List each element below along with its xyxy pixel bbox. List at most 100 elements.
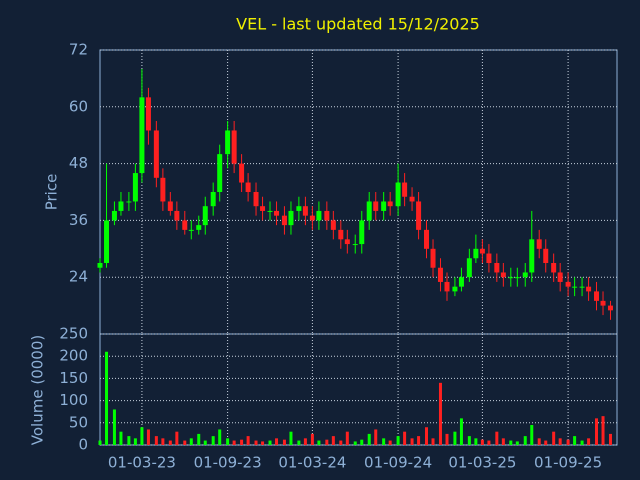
candle-body [366,201,372,221]
volume-bar [353,441,357,445]
volume-bar [558,438,562,445]
candle-body [174,210,180,221]
price-axis-label: Price [43,174,61,211]
candle-body [188,229,194,231]
volume-bar [140,427,144,445]
volume-bar [246,436,250,445]
candle-body [572,286,578,288]
volume-bar [367,433,371,445]
volume-tick-label: 200 [59,347,88,365]
volume-bar [459,418,463,445]
candle-body [344,239,350,245]
candle-body [145,97,151,131]
volume-bar [127,436,131,445]
volume-bar [310,433,314,445]
candle-body [536,239,542,249]
candle-body [586,286,592,292]
candle-body [288,210,294,226]
candle-body [281,215,287,226]
candle-body [607,305,613,311]
candle-body [231,130,237,164]
candle-body [253,192,259,207]
volume-bar [133,438,137,445]
candle-body [416,201,422,230]
x-tick-label: 01-03-25 [448,454,516,472]
candle-body [324,210,330,221]
candle-body [153,130,159,178]
candle-body [139,97,145,174]
volume-axis-label: Volume (0000) [29,335,47,445]
volume-bar [105,351,109,445]
volume-bar [240,439,244,445]
candle-body [565,281,571,287]
candle-body [437,267,443,282]
volume-bar [168,440,172,445]
price-tick-label: 36 [69,211,88,229]
candle-body [309,215,315,221]
volume-bar [218,429,222,445]
x-tick-label: 01-09-24 [364,454,432,472]
candle-body [239,163,245,183]
candle-body [302,206,308,216]
volume-bar [537,438,541,445]
volume-bar [445,433,449,445]
price-tick-label: 24 [69,268,88,286]
candle-body [522,272,528,278]
volume-bar [480,439,484,445]
volume-bar [289,431,293,445]
price-tick-label: 60 [69,97,88,115]
candle-body [210,192,216,207]
price-tick-label: 72 [69,41,88,59]
volume-bar [601,416,605,445]
candle-body [409,196,415,202]
volume-bar [112,409,116,445]
volume-bar [189,438,193,445]
volume-bar [425,427,429,445]
volume-tick-label: 100 [59,391,88,409]
candle-body [352,244,358,246]
candle-body [338,229,344,240]
candle-body [359,220,365,245]
volume-bar [410,438,414,445]
candle-body [118,201,124,211]
candle-body [111,210,117,221]
candle-body [104,220,110,263]
volume-bar [297,440,301,445]
volume-bar [467,436,471,445]
volume-bar [530,425,534,445]
volume-bar [345,431,349,445]
volume-bar [325,439,329,445]
candle-body [594,291,600,301]
volume-bar [501,438,505,445]
volume-bar [438,382,442,445]
candle-body [381,201,387,211]
candle-body [452,286,458,292]
volume-tick-label: 250 [59,325,88,343]
volume-bar [573,436,577,445]
volume-bar [523,436,527,445]
volume-tick-label: 150 [59,369,88,387]
candle-body [132,173,138,202]
volume-bar [268,440,272,445]
candle-body [494,263,500,273]
candle-body [395,182,401,207]
volume-bar [339,440,343,445]
candle-body [557,272,563,282]
volume-bar [544,440,548,445]
candle-body [202,206,208,226]
volume-bar [98,440,102,445]
candle-body [225,130,231,155]
candle-body [529,239,535,273]
candle-body [330,220,336,230]
volume-bar [254,440,258,445]
candle-body [274,210,280,216]
volume-bar [317,440,321,445]
candle-body [473,248,479,259]
candle-body [316,210,322,221]
volume-tick-label: 0 [78,436,88,454]
candle-body [217,154,223,192]
candle-body [486,253,492,263]
volume-bar [203,440,207,445]
